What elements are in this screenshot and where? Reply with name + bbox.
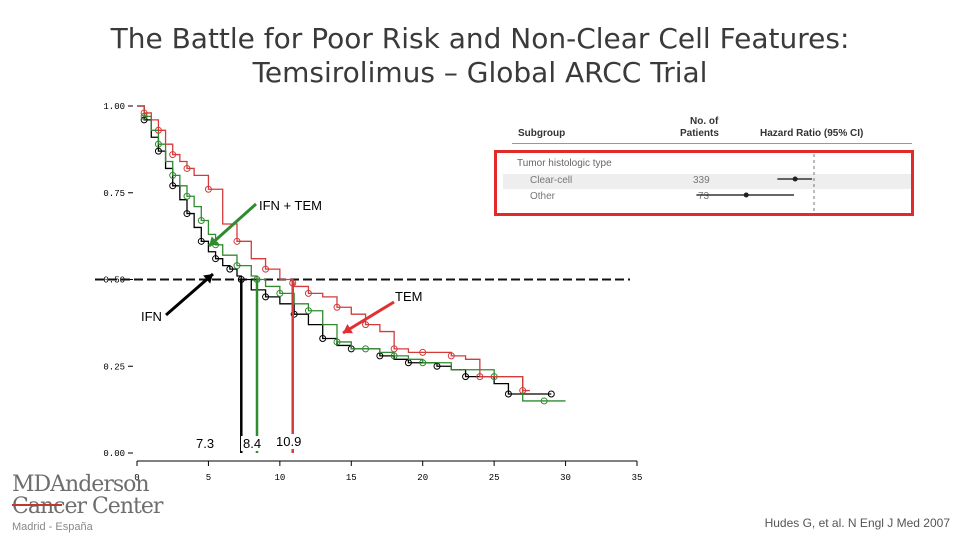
forest-row-n: 339: [693, 175, 710, 186]
forest-header-patients-2: Patients: [680, 128, 719, 139]
censor-mark: [476, 373, 484, 381]
forest-header-subgroup: Subgroup: [518, 128, 566, 139]
x-tick-label: 20: [417, 473, 428, 483]
forest-row-name: Other: [530, 191, 556, 202]
mdanderson-logo: MDAnderson Cancer Center Madrid - España: [12, 472, 163, 533]
forest-row-clear-cell: Clear-cell 339: [503, 174, 911, 189]
median-label: 7.3: [196, 436, 214, 451]
slide-title: The Battle for Poor Risk and Non-Clear C…: [0, 22, 960, 90]
logo-cancer-center: Cancer Center: [12, 494, 163, 519]
censor-mark: [140, 109, 148, 117]
series-line-ifn-tem: [137, 105, 566, 402]
censor-mark: [333, 338, 341, 346]
censor-mark: [504, 390, 512, 398]
y-tick-label: 0.00: [103, 449, 125, 459]
forest-row-n: 73: [698, 191, 710, 202]
censor-mark: [169, 171, 177, 179]
logo-accent-bar: [12, 504, 62, 506]
censor-mark: [262, 293, 270, 301]
arrow-ifn-tem-shaft: [208, 202, 257, 248]
annotation-label: IFN + TEM: [259, 198, 322, 213]
censor-mark: [204, 185, 212, 193]
censor-mark: [226, 265, 234, 273]
censor-mark: [390, 352, 398, 360]
censor-mark: [304, 289, 312, 297]
censor-mark: [154, 126, 162, 134]
censor-mark: [276, 289, 284, 297]
series-line-tem: [137, 105, 530, 392]
forest-group-label: Tumor histologic type: [517, 158, 612, 169]
censor-mark: [262, 265, 270, 273]
censor-mark: [183, 192, 191, 200]
censor-mark: [197, 237, 205, 245]
annotation-label: IFN: [141, 309, 162, 324]
median-label-bg: [241, 436, 272, 451]
forest-row-other: Other 73: [503, 190, 911, 205]
censor-mark: [197, 217, 205, 225]
forest-plot-highlight: Tumor histologic type Clear-cell 339 Oth…: [494, 150, 914, 216]
censor-mark: [362, 321, 370, 329]
censor-mark: [333, 303, 341, 311]
censor-mark: [462, 373, 470, 381]
y-tick-label: 0.25: [103, 362, 125, 372]
arrow-ifn-head: [203, 274, 213, 284]
y-tick-label: 0.75: [103, 189, 125, 199]
censor-mark: [169, 182, 177, 190]
arrow-tem-shaft: [342, 300, 395, 335]
forest-point-clear-cell: [792, 176, 798, 182]
x-tick-label: 15: [346, 473, 357, 483]
logo-location: Madrid - España: [12, 521, 93, 533]
censor-mark: [540, 397, 548, 405]
censor-mark: [212, 255, 220, 263]
censor-mark: [183, 210, 191, 218]
arrow-tem-head: [343, 324, 353, 334]
x-tick-label: 30: [560, 473, 571, 483]
title-line-1: The Battle for Poor Risk and Non-Clear C…: [110, 22, 850, 55]
censor-mark: [154, 147, 162, 155]
series-line-ifn: [137, 105, 552, 395]
median-label: 8.4: [243, 436, 261, 451]
forest-header-rule: [512, 143, 912, 144]
arrow-ifn-tem-head: [209, 236, 219, 246]
forest-header-hr: Hazard Ratio (95% CI): [760, 128, 864, 139]
forest-row-name: Clear-cell: [530, 175, 573, 186]
forest-header-patients-1: No. of: [690, 116, 719, 127]
forest-svg: [696, 154, 815, 212]
censor-mark: [183, 164, 191, 172]
censor-mark: [154, 140, 162, 148]
censor-mark: [419, 348, 427, 356]
citation: Hudes G, et al. N Engl J Med 2007: [764, 516, 950, 530]
logo-anderson: Anderson: [50, 472, 149, 497]
censor-mark: [519, 387, 527, 395]
median-label-bg: [194, 436, 225, 451]
x-tick-label: 10: [274, 473, 285, 483]
x-tick-label: 0: [134, 473, 139, 483]
annotation-label: TEM: [395, 289, 422, 304]
censor-mark: [419, 359, 427, 367]
censor-mark: [362, 345, 370, 353]
y-tick-label: 1.00: [103, 102, 125, 112]
censor-mark: [233, 262, 241, 270]
logo-md: MD: [12, 472, 51, 497]
title-line-2: Temsirolimus – Global ARCC Trial: [252, 56, 708, 89]
x-tick-label: 25: [489, 473, 500, 483]
forest-point-other: [743, 192, 749, 198]
x-tick-label: 35: [632, 473, 643, 483]
censor-mark: [319, 334, 327, 342]
censor-mark: [233, 237, 241, 245]
censor-mark: [169, 151, 177, 159]
arrow-ifn-shaft: [165, 272, 214, 317]
x-tick-label: 5: [206, 473, 211, 483]
censor-mark: [290, 310, 298, 318]
censor-mark: [390, 345, 398, 353]
censor-mark: [447, 352, 455, 360]
median-label-bg: [274, 434, 314, 449]
median-label: 10.9: [276, 434, 301, 449]
censor-mark: [304, 307, 312, 315]
censor-mark: [547, 390, 555, 398]
